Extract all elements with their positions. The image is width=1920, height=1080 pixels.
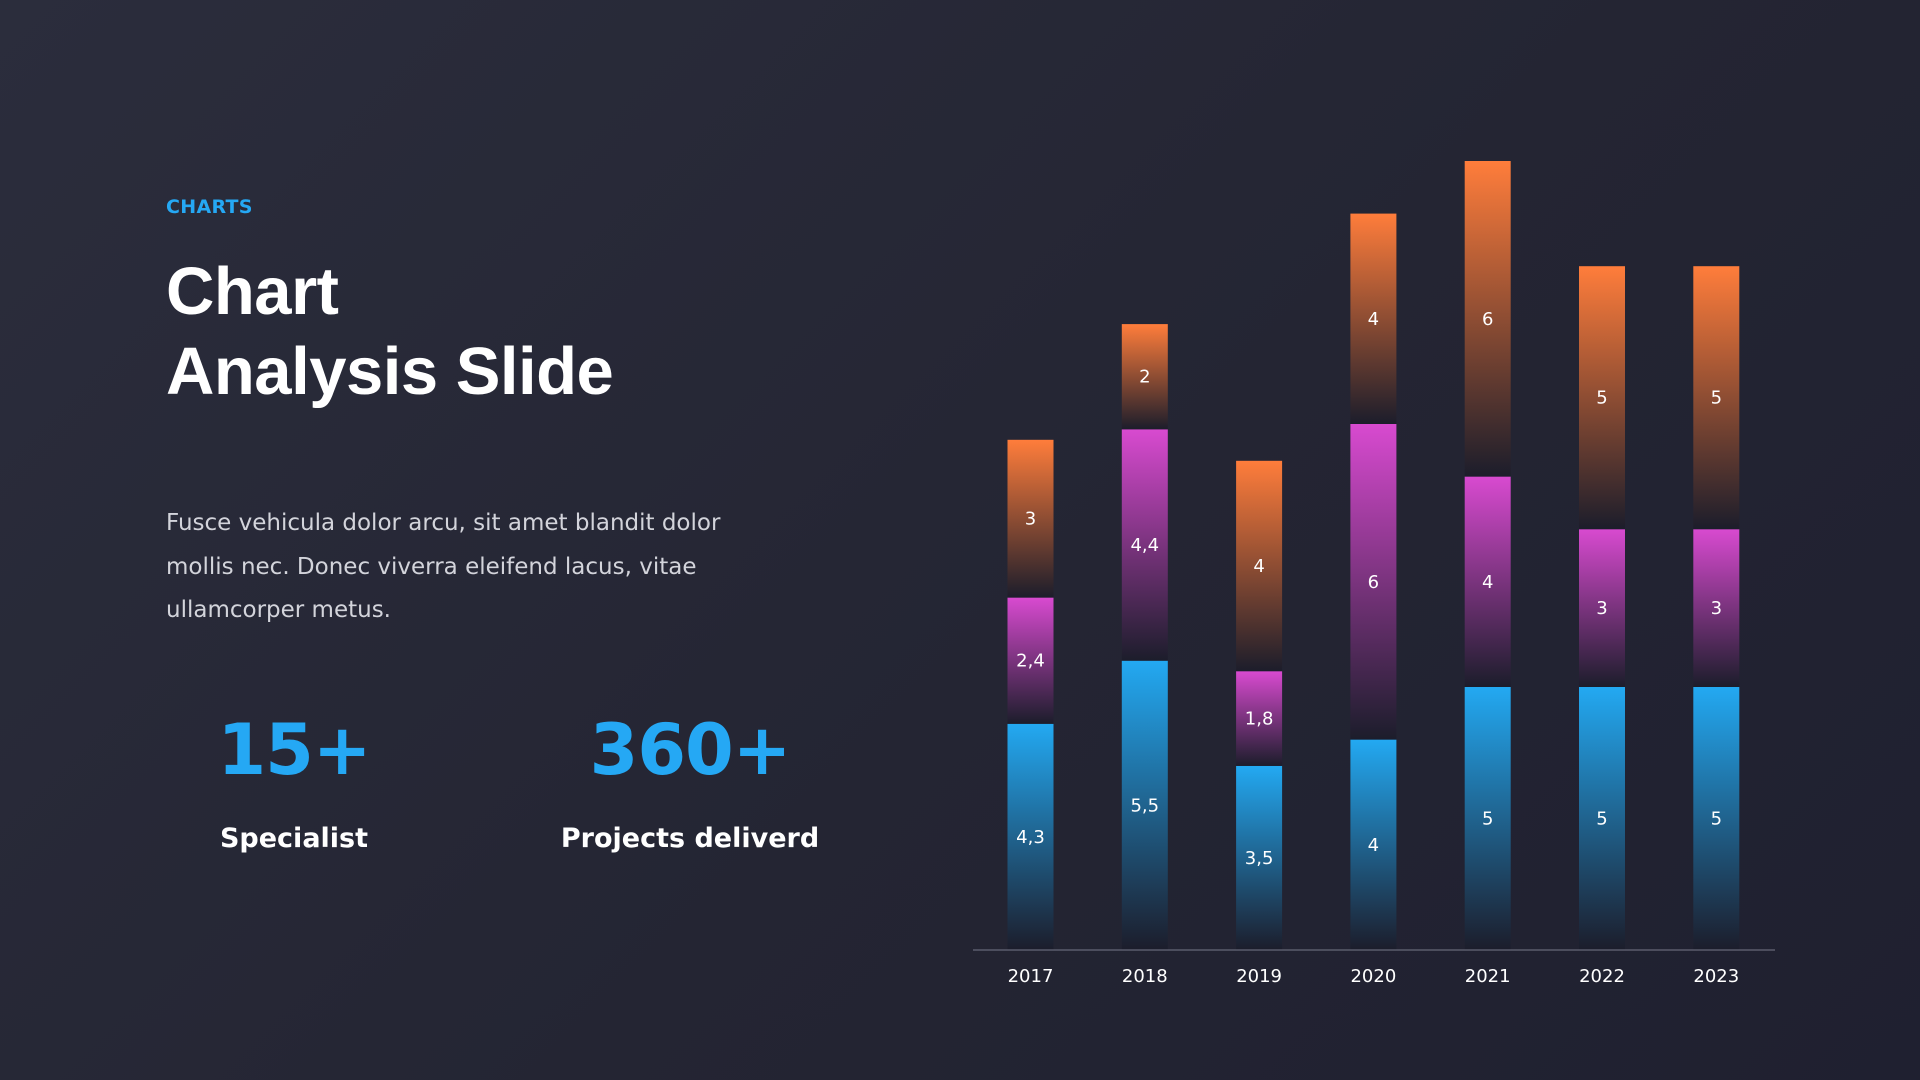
data-label-2018-pink: 4,4 bbox=[1130, 535, 1159, 556]
data-label-2017-pink: 2,4 bbox=[1016, 651, 1045, 672]
stat-label: Specialist bbox=[219, 823, 369, 854]
bar-2020-pink-segment bbox=[1350, 424, 1397, 740]
bar-2017-pink-segment bbox=[1007, 597, 1054, 724]
stat-specialist: 15+ Specialist bbox=[194, 700, 394, 856]
data-label-2018-blue: 5,5 bbox=[1130, 795, 1159, 816]
data-label-2023-orange: 5 bbox=[1711, 388, 1722, 409]
x-tick-label-2023: 2023 bbox=[1693, 966, 1739, 987]
bar-2019-blue-segment bbox=[1236, 765, 1283, 950]
x-tick-label-2022: 2022 bbox=[1579, 966, 1625, 987]
bar-2020-blue-segment bbox=[1350, 739, 1397, 950]
data-label-2020-orange: 4 bbox=[1368, 309, 1379, 330]
bar-2019-pink-segment bbox=[1236, 671, 1283, 766]
data-label-2023-blue: 5 bbox=[1711, 809, 1722, 830]
x-tick-label-2020: 2020 bbox=[1350, 966, 1396, 987]
x-tick-label-2019: 2019 bbox=[1236, 966, 1282, 987]
section-eyebrow: CHARTS bbox=[166, 196, 253, 218]
data-label-2022-orange: 5 bbox=[1596, 388, 1607, 409]
chart-data-labels: 4,3 2,4 3 5,5 4,4 2 3,5 1,8 4 4 6 4 5 4 6 5 3 5 5 3 5 bbox=[1016, 309, 1722, 869]
data-label-2021-blue: 5 bbox=[1482, 809, 1493, 830]
slide-title-line-1: Chart bbox=[166, 254, 339, 329]
bar-2023-orange-segment bbox=[1693, 266, 1740, 530]
data-label-2022-blue: 5 bbox=[1596, 809, 1607, 830]
slide-body-text: Fusce vehicula dolor arcu, sit amet blan… bbox=[166, 510, 721, 623]
bar-2018-blue-segment bbox=[1121, 660, 1168, 950]
bar-2023-blue-segment bbox=[1693, 687, 1740, 950]
bar-2021-pink-segment bbox=[1464, 476, 1511, 687]
bar-2022-pink-segment bbox=[1579, 529, 1625, 687]
bar-2017-blue-segment bbox=[1007, 723, 1054, 950]
bar-2018-pink-segment bbox=[1121, 429, 1168, 661]
bar-2019-orange-segment bbox=[1236, 460, 1283, 672]
bar-2023-pink-segment bbox=[1693, 529, 1740, 687]
data-label-2020-blue: 4 bbox=[1368, 835, 1379, 856]
bar-2021-blue-segment bbox=[1464, 687, 1511, 950]
data-label-2020-pink: 6 bbox=[1368, 572, 1379, 593]
x-tick-label-2018: 2018 bbox=[1122, 966, 1168, 987]
slide-title-line-2: Analysis Slide bbox=[166, 334, 614, 409]
bar-2021-orange-segment bbox=[1464, 161, 1511, 477]
data-label-2019-pink: 1,8 bbox=[1245, 709, 1274, 730]
slide-title: Chart Analysis Slide bbox=[166, 252, 614, 412]
data-label-2019-orange: 4 bbox=[1253, 556, 1264, 577]
bar-2017-orange-segment bbox=[1007, 439, 1054, 598]
x-tick-label-2017: 2017 bbox=[1008, 966, 1054, 987]
data-label-2021-pink: 4 bbox=[1482, 572, 1493, 593]
stat-value: 360+ bbox=[589, 709, 792, 791]
bar-2022-blue-segment bbox=[1579, 687, 1625, 950]
data-label-2023-pink: 3 bbox=[1711, 598, 1722, 619]
data-label-2021-orange: 6 bbox=[1482, 309, 1493, 330]
stat-projects: 360+ Projects deliverd bbox=[540, 700, 840, 856]
stat-value: 15+ bbox=[217, 709, 371, 791]
x-axis-ticks: 2017 2018 2019 2020 2021 2022 2023 bbox=[1008, 966, 1740, 987]
stat-label: Projects deliverd bbox=[560, 823, 820, 854]
data-label-2017-blue: 4,3 bbox=[1016, 827, 1045, 848]
chart-bars bbox=[1007, 161, 1740, 950]
data-label-2018-orange: 2 bbox=[1139, 367, 1150, 388]
x-tick-label-2021: 2021 bbox=[1465, 966, 1511, 987]
data-label-2019-blue: 3,5 bbox=[1245, 848, 1274, 869]
bar-2022-orange-segment bbox=[1579, 266, 1625, 530]
bar-2018-orange-segment bbox=[1121, 324, 1168, 430]
bar-2020-orange-segment bbox=[1350, 213, 1397, 424]
data-label-2022-pink: 3 bbox=[1596, 598, 1607, 619]
data-label-2017-orange: 3 bbox=[1025, 509, 1036, 530]
